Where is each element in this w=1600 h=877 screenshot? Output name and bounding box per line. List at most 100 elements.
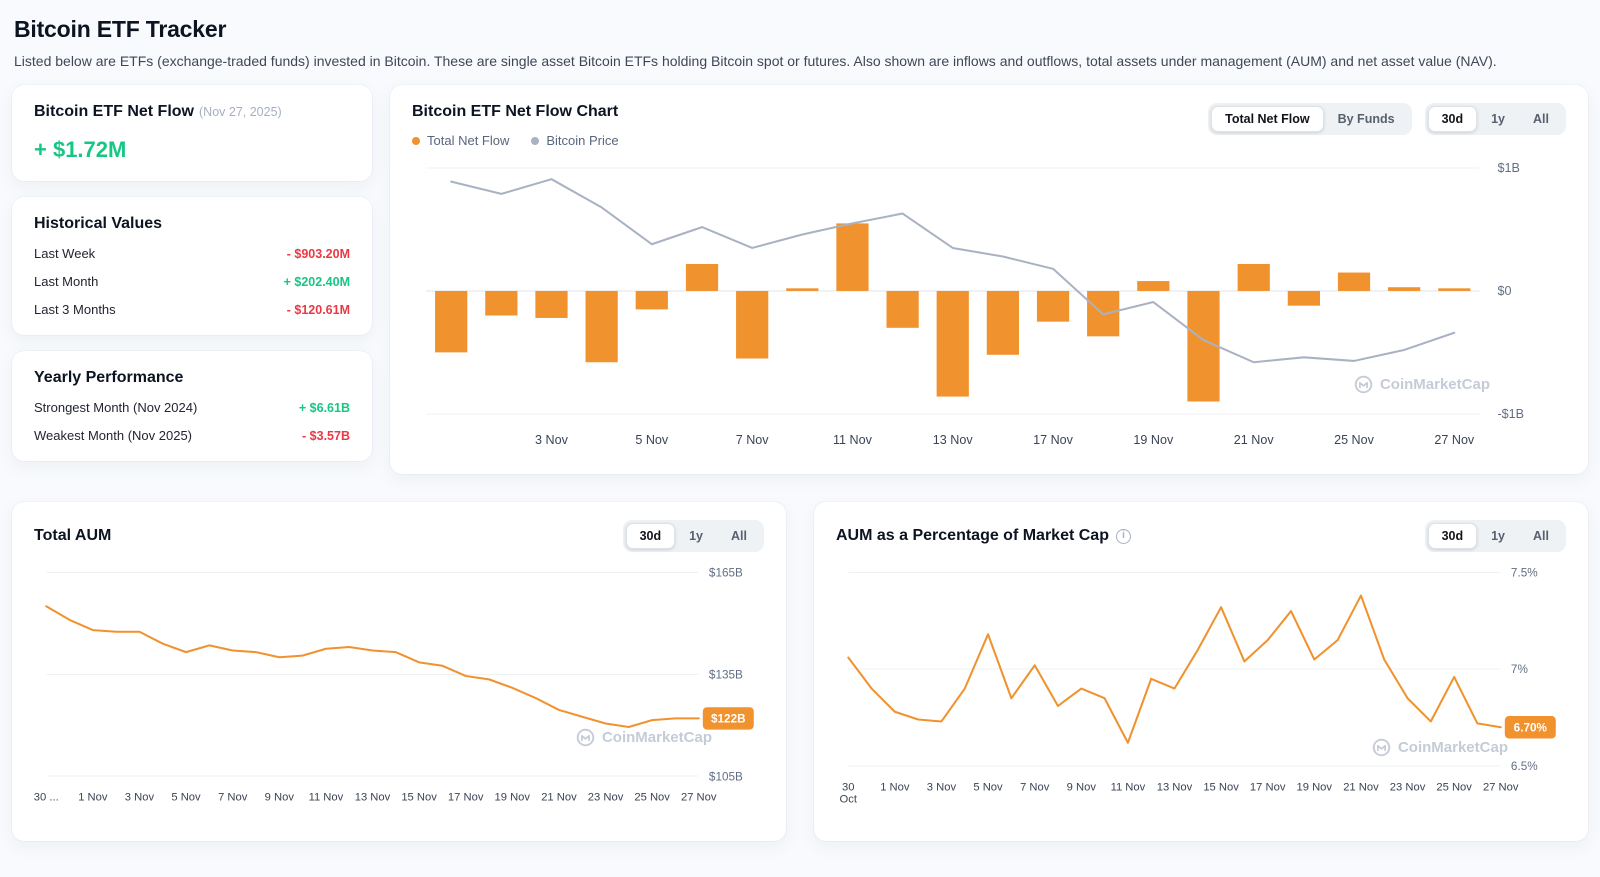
x-axis-label: 13 Nov xyxy=(355,792,391,804)
top-section: Bitcoin ETF Net Flow (Nov 27, 2025) + $1… xyxy=(12,85,1588,475)
y-axis-label: $165B xyxy=(709,566,743,579)
aum-chart-svg: $165B $135B $105B 30 ... 1 Nov 3 Nov 5 Nov 7 No… xyxy=(34,566,754,804)
total-aum-card: Total AUM 30d 1y All $165B $135B $105B 30 ...… xyxy=(12,502,786,842)
net-flow-bar[interactable] xyxy=(485,290,518,316)
aum-percentage-card: AUM as a Percentage of Market Cap i 30d 1… xyxy=(814,502,1588,842)
net-flow-value: + $1.72M xyxy=(34,137,127,162)
legend-item-total-net-flow[interactable]: Total Net Flow xyxy=(412,133,509,148)
stat-label: Last Month xyxy=(34,274,99,289)
aum-range-all[interactable]: All xyxy=(717,523,761,549)
x-axis-label: 21 Nov xyxy=(1343,782,1379,794)
page-subtitle: Listed below are ETFs (exchange-traded f… xyxy=(14,53,1497,69)
net-flow-card-header: Bitcoin ETF Net Flow (Nov 27, 2025) xyxy=(34,103,350,121)
x-axis-label: 17 Nov xyxy=(1033,433,1074,447)
x-axis-label: 30 Oct xyxy=(840,782,858,806)
x-axis-label: 13 Nov xyxy=(1157,782,1193,794)
stat-value: + $6.61B xyxy=(298,400,350,415)
pct-chart-svg: 7.5% 7% 6.5% 30 Oct 1 Nov 3 Nov 5 Nov 7 Nov 9 Nov… xyxy=(840,566,1556,806)
net-flow-bar[interactable] xyxy=(886,290,919,328)
net-flow-bar[interactable] xyxy=(936,290,969,397)
net-flow-bar[interactable] xyxy=(435,290,468,353)
stat-value: - $3.57B xyxy=(302,428,350,443)
net-flow-bar[interactable] xyxy=(1036,290,1070,322)
net-flow-bar[interactable] xyxy=(836,223,869,291)
current-value-badge xyxy=(702,707,754,730)
flow-range-1y[interactable]: 1y xyxy=(1477,106,1519,132)
x-axis-label: 25 Nov xyxy=(1436,782,1472,794)
yearly-row-strongest-month-nov-2024: Strongest Month (Nov 2024) + $6.61B xyxy=(34,400,350,415)
yearly-performance-title: Yearly Performance xyxy=(34,369,184,386)
y-axis-label: $1B xyxy=(1498,161,1520,175)
x-axis-label: 11 Nov xyxy=(1111,782,1146,794)
total-aum-chart-area: $165B $135B $105B 30 ... 1 Nov 3 Nov 5 Nov 7 No… xyxy=(34,556,764,823)
net-flow-chart-title: Bitcoin ETF Net Flow Chart xyxy=(412,103,619,120)
current-value-badge-text: $122B xyxy=(711,713,746,726)
historical-values-card: Historical Values Last Week - $903.20M Las… xyxy=(12,197,372,335)
flow-range-30d[interactable]: 30d xyxy=(1427,106,1478,132)
net-flow-card: Bitcoin ETF Net Flow (Nov 27, 2025) + $1… xyxy=(12,85,372,181)
x-axis-label: 11 Nov xyxy=(833,433,873,447)
net-flow-bar[interactable] xyxy=(1187,290,1220,402)
net-flow-date: (Nov 27, 2025) xyxy=(199,105,282,119)
x-axis-label: 5 Nov xyxy=(171,792,201,804)
flow-mode-by-funds[interactable]: By Funds xyxy=(1324,106,1409,132)
net-flow-chart-svg: $1B $0 -$1B 3 Nov 5 Nov 7 Nov 11 Nov 13 Nov 17 N… xyxy=(426,161,1525,447)
y-axis-label: $105B xyxy=(709,770,743,783)
x-axis-label: 17 Nov xyxy=(448,792,484,804)
legend-label: Total Net Flow xyxy=(427,133,510,148)
net-flow-bar[interactable] xyxy=(736,290,769,359)
x-axis-label: 25 Nov xyxy=(634,792,670,804)
net-flow-bar[interactable] xyxy=(1438,288,1471,291)
historical-row-last-month: Last Month + $202.40M xyxy=(34,274,350,289)
flow-range-all[interactable]: All xyxy=(1519,106,1563,132)
net-flow-bar[interactable] xyxy=(635,290,668,310)
legend-label: Bitcoin Price xyxy=(546,133,619,148)
net-flow-bar[interactable] xyxy=(786,288,819,291)
total-aum-header: Total AUM 30d 1y All xyxy=(34,520,764,553)
stat-value: + $202.40M xyxy=(283,274,350,289)
net-flow-chart-controls: Total Net Flow By Funds 30d 1y All xyxy=(1208,103,1566,135)
pct-range-1y[interactable]: 1y xyxy=(1477,523,1519,549)
net-flow-bar[interactable] xyxy=(585,290,618,363)
current-value-badge xyxy=(1504,716,1556,739)
net-flow-bar[interactable] xyxy=(685,263,719,291)
stat-label: Weakest Month (Nov 2025) xyxy=(34,428,192,443)
y-axis-label: $0 xyxy=(1498,284,1512,298)
net-flow-bar[interactable] xyxy=(986,290,1020,355)
x-axis-label: 19 Nov xyxy=(495,792,531,804)
x-axis-label: 21 Nov xyxy=(541,792,577,804)
stat-value: - $903.20M xyxy=(286,246,350,261)
net-flow-bar[interactable] xyxy=(1388,287,1421,291)
net-flow-bar[interactable] xyxy=(535,290,568,318)
y-axis-label: $135B xyxy=(709,668,743,681)
info-icon[interactable]: i xyxy=(1115,528,1131,544)
x-axis-label: 23 Nov xyxy=(588,792,624,804)
aum-range-30d[interactable]: 30d xyxy=(625,523,676,550)
aum-range-1y[interactable]: 1y xyxy=(675,523,717,549)
x-axis-label: 21 Nov xyxy=(1234,433,1275,447)
net-flow-chart-legend: Total Net Flow Bitcoin Price xyxy=(412,133,619,148)
bitcoin-etf-tracker-page: Bitcoin ETF Tracker Listed below are ETF… xyxy=(12,16,1588,842)
x-axis-label: 1 Nov xyxy=(880,782,910,794)
legend-dot xyxy=(412,136,420,145)
aum-range-toggle: 30d 1y All xyxy=(622,520,764,553)
bottom-section: Total AUM 30d 1y All $165B $135B $105B 30 ...… xyxy=(12,502,1588,842)
historical-row-last-3-months: Last 3 Months - $120.61M xyxy=(34,302,350,317)
x-axis-label: 23 Nov xyxy=(1390,782,1426,794)
net-flow-chart-header: Bitcoin ETF Net Flow Chart Total Net Flo… xyxy=(412,103,1566,148)
net-flow-chart-card: Bitcoin ETF Net Flow Chart Total Net Flo… xyxy=(390,85,1588,475)
flow-mode-total-net-flow[interactable]: Total Net Flow xyxy=(1211,106,1324,132)
pct-range-all[interactable]: All xyxy=(1519,523,1563,549)
net-flow-bar[interactable] xyxy=(1287,290,1320,306)
net-flow-bar[interactable] xyxy=(1137,281,1170,291)
x-axis-label: 25 Nov xyxy=(1334,433,1375,447)
pct-range-30d[interactable]: 30d xyxy=(1427,523,1478,550)
x-axis-label: 15 Nov xyxy=(401,792,437,804)
legend-item-bitcoin-price[interactable]: Bitcoin Price xyxy=(531,133,619,148)
x-axis-label: 15 Nov xyxy=(1203,782,1239,794)
y-axis-label: 7.5% xyxy=(1511,566,1538,579)
y-axis-label: -$1B xyxy=(1498,407,1525,421)
net-flow-bar[interactable] xyxy=(1237,263,1270,291)
net-flow-bar[interactable] xyxy=(1337,272,1371,291)
x-axis-label: 27 Nov xyxy=(1483,782,1519,794)
